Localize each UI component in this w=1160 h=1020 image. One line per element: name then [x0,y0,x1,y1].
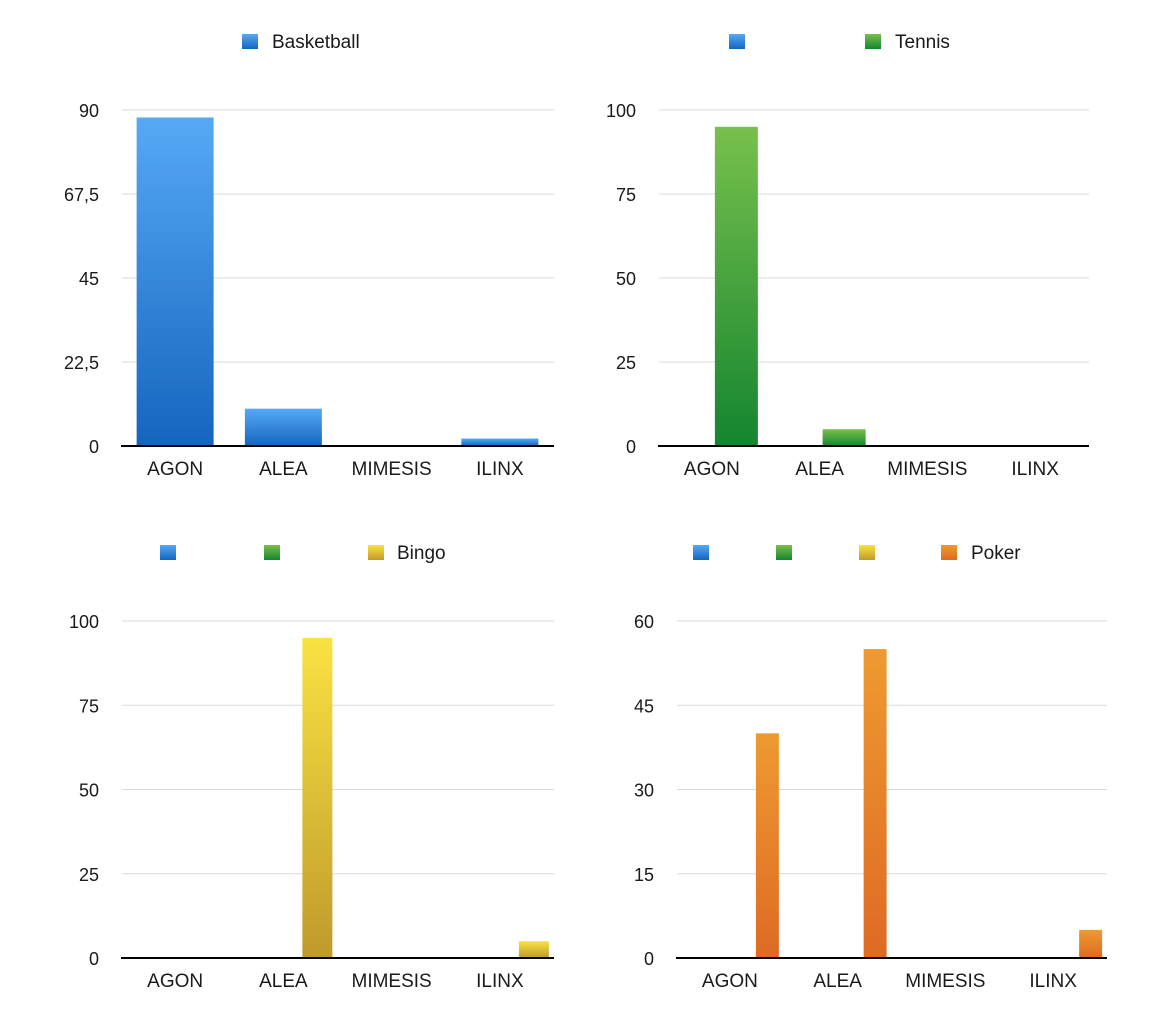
bar-poker-alea [863,649,887,958]
y-tick-label: 60 [634,612,654,632]
legend: Poker [693,543,1021,564]
legend: Basketball [242,32,360,53]
x-tick-label: AGON [147,971,203,992]
legend-item-poker: Poker [941,543,1021,564]
y-tick-label: 15 [634,865,654,885]
y-tick-label: 50 [616,269,636,289]
legend-item-tennis: Tennis [865,32,950,53]
y-tick-label: 22,5 [64,353,99,373]
chart-1: Basketball 0 22,5 45 67,5 90 AGON ALEA MIMESIS IL… [64,32,554,480]
y-tick-label: 25 [616,353,636,373]
bar-tennis-agon [714,126,758,447]
legend-item-basketball [693,545,709,560]
x-tick-label: MIMESIS [352,971,432,992]
legend-label: Bingo [397,543,446,564]
y-tick-label: 50 [79,781,99,801]
legend-label: Poker [971,543,1021,564]
legend-item-bingo: Bingo [368,543,446,564]
x-tick-label: AGON [702,971,758,992]
bar-poker-ilinx [1079,929,1103,958]
y-tick-label: 75 [616,185,636,205]
y-tick-label: 25 [79,865,99,885]
x-tick-label: ILINX [1029,971,1077,992]
legend-swatch-tennis [865,34,881,49]
bar-basketball-ilinx [461,438,539,446]
bar-bingo-ilinx [518,941,549,958]
legend-item-basketball [160,545,176,560]
legend-item-tennis [776,545,792,560]
legend-item-basketball: Basketball [242,32,360,53]
x-tick-label: ALEA [259,971,308,992]
chart-3: Bingo 0 25 50 75 100 AGON ALEA MIMESIS ILINX [69,543,554,992]
legend-swatch-basketball [242,34,258,49]
chart-2: Tennis 0 25 50 75 100 AGON ALEA MIMESIS ILINX [606,32,1089,480]
y-tick-label: 75 [79,696,99,716]
x-tick-label: MIMESIS [887,459,967,480]
y-tick-label: 45 [79,269,99,289]
x-tick-label: ILINX [1011,459,1059,480]
y-tick-label: 45 [634,696,654,716]
legend-item-basketball [729,34,745,49]
bar-bingo-alea [302,637,333,958]
chart-4: Poker 0 15 30 45 60 AGON ALEA MIMESIS ILINX [634,543,1107,992]
x-tick-label: MIMESIS [905,971,985,992]
legend-swatch-basketball [729,34,745,49]
x-tick-label: MIMESIS [352,459,432,480]
legend-swatch-tennis [776,545,792,560]
x-tick-label: ALEA [795,459,844,480]
x-tick-label: AGON [684,459,740,480]
bar-basketball-agon [136,117,214,446]
legend: Tennis [729,32,950,53]
x-tick-label: ALEA [259,459,308,480]
bar-basketball-alea [244,408,322,446]
y-tick-label: 30 [634,781,654,801]
x-tick-label: AGON [147,459,203,480]
legend-label: Basketball [272,32,360,53]
legend-item-tennis [264,545,280,560]
bar-poker-agon [755,733,779,958]
x-tick-label: ALEA [813,971,862,992]
y-tick-label: 100 [606,101,636,121]
legend-swatch-basketball [693,545,709,560]
legend-label: Tennis [895,32,950,53]
legend-swatch-poker [941,545,957,560]
y-tick-label: 90 [79,101,99,121]
legend-swatch-bingo [859,545,875,560]
y-tick-label: 0 [644,949,654,969]
x-tick-label: ILINX [476,459,524,480]
legend-swatch-tennis [264,545,280,560]
legend-item-bingo [859,545,875,560]
y-tick-label: 0 [89,437,99,457]
legend: Bingo [160,543,446,564]
bar-tennis-alea [822,429,866,446]
y-tick-label: 67,5 [64,185,99,205]
x-tick-label: ILINX [476,971,524,992]
y-tick-label: 0 [626,437,636,457]
legend-swatch-bingo [368,545,384,560]
y-tick-label: 100 [69,612,99,632]
y-tick-label: 0 [89,949,99,969]
legend-swatch-basketball [160,545,176,560]
